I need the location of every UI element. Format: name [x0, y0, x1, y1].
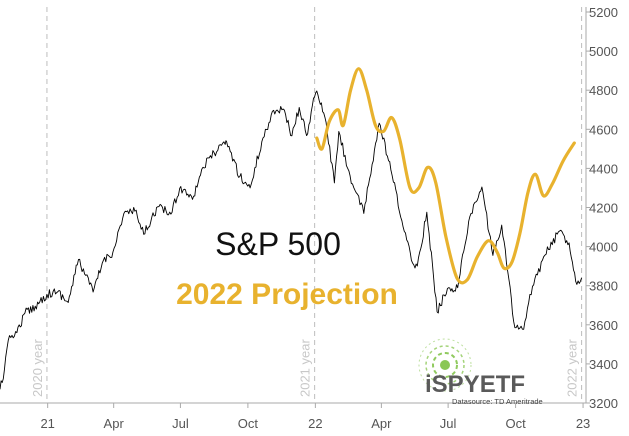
x-tick-label: Oct: [238, 416, 259, 431]
y-tick-label: 5200: [589, 5, 618, 20]
x-tick-label: Jul: [440, 416, 457, 431]
series-line-sp500: [0, 90, 583, 390]
x-tick-label: 23: [576, 416, 590, 431]
x-tick-label: 21: [40, 416, 54, 431]
y-tick-label: 4600: [589, 122, 618, 137]
chart-title: S&P 500: [215, 226, 341, 262]
series-line-projection: [315, 67, 576, 285]
y-tick-label: 4800: [589, 83, 618, 98]
logo-text: iSPYETF: [425, 371, 525, 398]
year-marker-lines: [46, 7, 583, 403]
chart-subtitle: 2022 Projection: [176, 278, 398, 311]
y-tick-label: 4400: [589, 161, 618, 176]
x-tick-label: Jul: [172, 416, 189, 431]
x-tick-label: Oct: [505, 416, 526, 431]
chart-series: [0, 67, 583, 390]
ispyetf-logo: iSPYETF Datasource: TD Ameritrade: [418, 338, 543, 406]
logo-datasource: Datasource: TD Ameritrade: [452, 397, 543, 406]
x-tick-label: Apr: [104, 416, 125, 431]
chart-axes: 21 Apr Jul Oct 22 Apr Jul Oct 23 3200 3400 3600 3800…: [0, 5, 618, 431]
year-marker-label: 2022 year: [565, 339, 580, 397]
y-tick-label: 4000: [589, 240, 618, 255]
y-tick-label: 3600: [589, 318, 618, 333]
y-tick-label: 4200: [589, 201, 618, 216]
x-tick-label: Apr: [371, 416, 392, 431]
year-marker-labels: 2020 year 2021 year 2022 year: [30, 339, 580, 397]
x-tick-label: 22: [308, 416, 322, 431]
y-tick-label: 3400: [589, 357, 618, 372]
year-marker-label: 2020 year: [30, 339, 45, 397]
year-marker-label: 2021 year: [298, 339, 313, 397]
y-tick-label: 5000: [589, 44, 618, 59]
logo-burst-icon: [418, 338, 472, 392]
y-tick-label: 3200: [589, 396, 618, 411]
y-tick-label: 3800: [589, 279, 618, 294]
chart-titles: S&P 500 2022 Projection: [176, 226, 398, 311]
